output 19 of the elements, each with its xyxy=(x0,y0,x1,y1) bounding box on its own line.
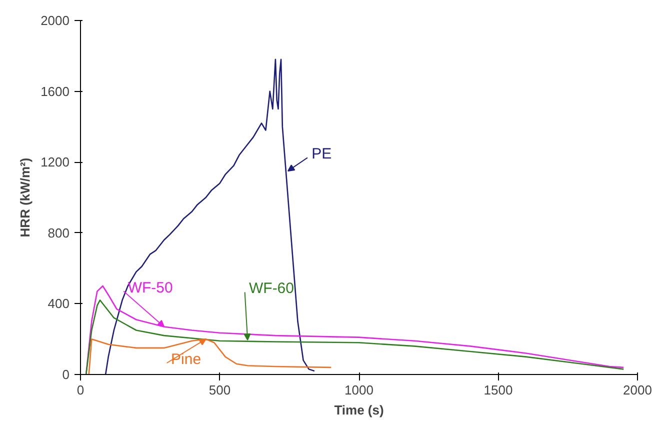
y-tick-label: 1200 xyxy=(40,154,70,170)
y-tick-label: 1600 xyxy=(40,84,70,99)
line-series xyxy=(88,338,332,374)
x-tick-label: 1500 xyxy=(484,382,513,398)
x-tick-label: 0 xyxy=(76,382,84,398)
y-tick-label: 0 xyxy=(62,367,70,382)
x-tick-label: 2000 xyxy=(623,382,652,398)
x-tick-label: 500 xyxy=(208,382,231,398)
annotation: WF-50 xyxy=(128,279,173,296)
x-tick-label: 1000 xyxy=(344,382,374,398)
y-axis-title: HRR (kW/m²) xyxy=(18,158,33,238)
annotation: PE xyxy=(312,146,332,163)
y-tick-label: 2000 xyxy=(40,13,70,28)
annotation: Pine xyxy=(171,350,202,368)
line-series xyxy=(85,300,624,374)
x-axis-title: Time (s) xyxy=(334,402,384,418)
y-tick-label: 800 xyxy=(48,225,70,240)
y-tick-label: 400 xyxy=(48,296,70,312)
annotation: WF-60 xyxy=(248,280,294,298)
